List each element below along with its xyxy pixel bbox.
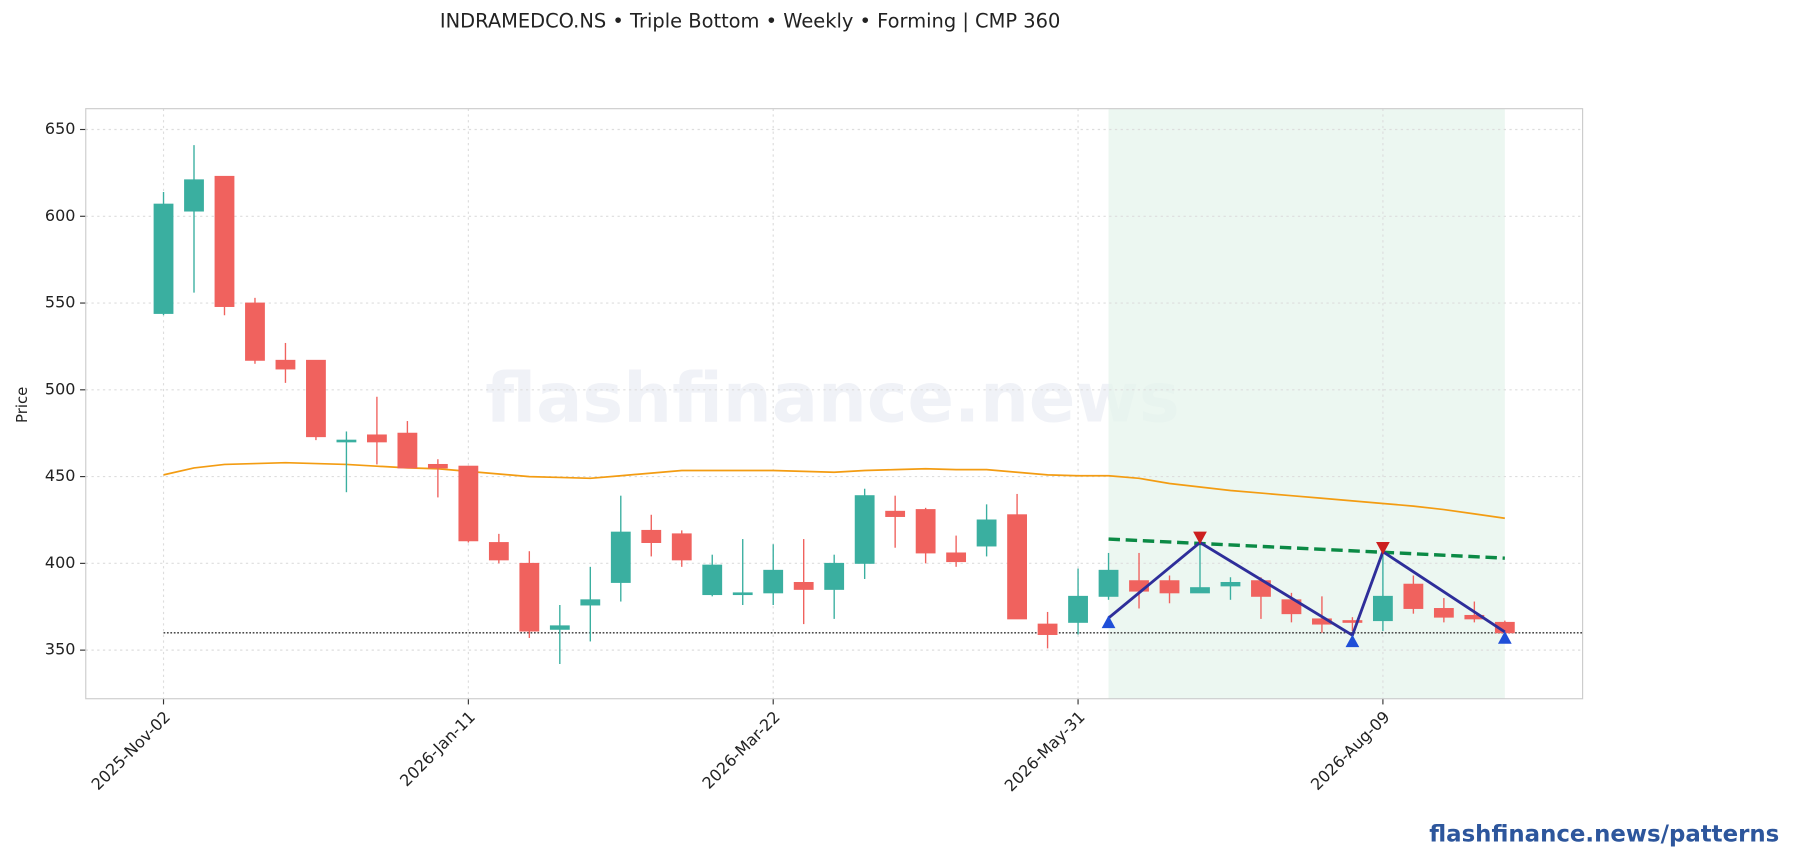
candle-body — [1190, 587, 1210, 594]
candle-body — [245, 302, 265, 361]
candle-body — [1220, 581, 1241, 587]
plot-frame — [85, 108, 1584, 700]
candle-body — [1068, 595, 1088, 623]
y-tick-label: 500 — [45, 379, 76, 398]
y-tick-label: 600 — [45, 206, 76, 225]
candle-body — [1403, 583, 1424, 609]
candle-body — [184, 179, 204, 212]
x-tick-label: 2025-Nov-02 — [88, 707, 175, 794]
y-tick-label: 350 — [45, 640, 76, 659]
y-tick-label: 550 — [45, 293, 76, 312]
x-tick-label: 2026-May-31 — [1001, 707, 1089, 795]
candle-body — [824, 562, 845, 590]
trough-marker — [1101, 615, 1116, 629]
candle-body — [458, 465, 479, 542]
trough-marker — [1345, 634, 1360, 648]
peak-marker — [1376, 542, 1390, 555]
candle-body — [1159, 580, 1180, 594]
candle-body — [306, 359, 326, 438]
x-tick-label: 2026-Mar-22 — [698, 707, 783, 792]
candle-body — [1007, 514, 1027, 620]
candle-body — [1342, 620, 1363, 623]
candle-body — [1433, 608, 1454, 618]
candle-body — [641, 529, 662, 543]
candle-body — [427, 463, 448, 469]
candle-body — [854, 495, 875, 564]
y-tick-label: 450 — [45, 466, 76, 485]
x-tick-label: 2026-Jan-11 — [396, 707, 479, 790]
candle-body — [153, 203, 174, 314]
pattern-zone — [1108, 108, 1505, 699]
resistance-line — [1108, 537, 1505, 560]
y-tick-label: 400 — [45, 553, 76, 572]
y-axis-label: Price — [13, 387, 31, 423]
candle-body — [549, 625, 570, 630]
candle-body — [1098, 569, 1119, 597]
watermark: flashfinance.news — [485, 359, 1179, 439]
candle-body — [1037, 623, 1058, 635]
candle-body — [336, 439, 357, 443]
candle-body — [793, 581, 814, 590]
candle-body — [976, 519, 997, 547]
candle-body — [671, 533, 692, 561]
candle-body — [702, 564, 723, 596]
candle-body — [885, 510, 906, 517]
candle-body — [214, 175, 235, 307]
x-tick-label: 2026-Aug-09 — [1307, 707, 1394, 794]
candle-body — [1372, 595, 1393, 622]
candle-body — [915, 509, 936, 554]
candle-body — [488, 542, 509, 561]
candle-body — [275, 359, 296, 370]
chart-title: INDRAMEDCO.NS • Triple Bottom • Weekly •… — [440, 9, 1060, 32]
y-tick-label: 650 — [45, 119, 76, 138]
candle-body — [519, 562, 540, 632]
candle-body — [732, 592, 753, 596]
peak-marker — [1193, 531, 1207, 545]
candle-body — [397, 432, 418, 469]
candle-body — [946, 552, 967, 563]
candle-body — [580, 599, 601, 606]
moving-average — [163, 461, 1505, 520]
footer-link: flashfinance.news/patterns — [1429, 821, 1779, 847]
candle-body — [367, 434, 387, 443]
candle-body — [763, 569, 784, 594]
trough-marker — [1497, 631, 1512, 644]
candle-body — [610, 531, 631, 583]
